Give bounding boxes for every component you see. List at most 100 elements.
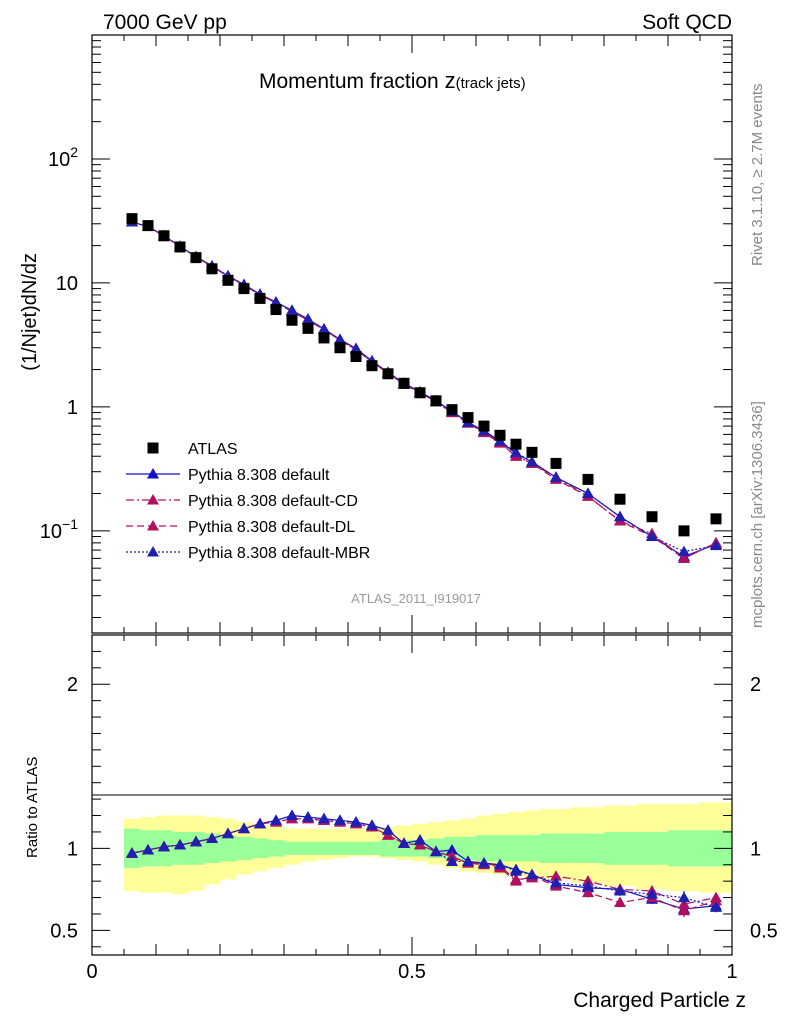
main-data-point <box>318 322 330 334</box>
legend-entry: Pythia 8.308 default-DL <box>126 519 355 536</box>
ratio-y-tick-label-right: 1 <box>750 838 761 860</box>
legend-label: Pythia 8.308 default-DL <box>188 519 355 536</box>
ratio-data-point <box>382 824 394 835</box>
main-data-point <box>526 455 538 467</box>
uncertainty-band-bin <box>476 835 493 862</box>
main-title-subscript: (track jets) <box>456 75 526 92</box>
main-y-axis-label: (1/Njet)dN/dz <box>19 253 41 371</box>
ratio-series-line <box>131 818 717 912</box>
ratio-data-point <box>478 857 490 868</box>
main-data-point <box>510 446 522 457</box>
ratio-data-point <box>174 839 186 850</box>
main-data-point <box>710 513 722 525</box>
legend-marker <box>147 546 159 557</box>
main-axis-ticks <box>91 34 733 633</box>
main-data-point <box>550 457 562 469</box>
ratio-data-point <box>446 855 458 866</box>
main-data-point <box>582 487 594 499</box>
main-data-point <box>254 292 266 304</box>
main-data-point <box>350 342 362 354</box>
main-y-tick-label-base: 1 <box>67 397 78 419</box>
ratio-data-point <box>582 880 594 891</box>
main-data-point <box>446 404 458 416</box>
ratio-data-point <box>550 870 562 881</box>
uncertainty-band-bin <box>220 835 237 862</box>
main-y-tick-label: 10 <box>56 273 78 295</box>
main-data-point <box>270 296 282 307</box>
ratio-panel-frame <box>91 634 733 956</box>
ratio-data-point <box>222 827 234 839</box>
main-y-tick-label-base: 10 <box>56 273 78 295</box>
ratio-data-point <box>614 896 626 907</box>
main-data-point <box>494 429 506 441</box>
rivet-version-label: Rivet 3.1.10, ≥ 2.7M events <box>749 84 766 267</box>
ratio-data-point <box>510 875 522 886</box>
ratio-y-tick-label-right: 2 <box>750 674 761 696</box>
uncertainty-band-bin <box>364 841 381 855</box>
legend-marker <box>147 468 159 479</box>
main-data-point <box>462 412 474 424</box>
main-y-tick-label-exponent: 2 <box>70 144 78 160</box>
x-tick-label: 0 <box>86 961 97 983</box>
ratio-data-point <box>710 894 722 906</box>
process-label: Soft QCD <box>642 11 732 34</box>
main-data-point <box>382 368 394 380</box>
main-title-variable: z <box>445 68 456 93</box>
main-data-point <box>678 545 690 557</box>
main-data-point <box>142 220 154 232</box>
legend-entry: Pythia 8.308 default <box>126 467 330 484</box>
uncertainty-band-bin <box>572 833 605 864</box>
main-series-0 <box>126 213 722 537</box>
main-title-text: Momentum fraction <box>259 70 439 93</box>
main-data-point <box>350 351 362 363</box>
uncertainty-band-bin <box>332 841 349 855</box>
ratio-y-tick-label-right: 0.5 <box>750 920 778 942</box>
x-tick-label: 0.5 <box>398 961 426 983</box>
ratio-data-point <box>286 809 298 821</box>
main-data-point <box>510 438 522 450</box>
ratio-data-point <box>158 840 170 852</box>
main-data-point <box>302 313 314 324</box>
ratio-data-point <box>190 835 202 847</box>
uncertainty-band-bin <box>524 835 541 862</box>
ratio-series-layer <box>126 809 722 918</box>
legend-marker <box>147 494 159 505</box>
ratio-data-point <box>254 817 266 829</box>
legend-marker <box>147 442 159 454</box>
main-data-point <box>398 377 410 389</box>
ratio-y-tick-label-left: 0.5 <box>50 920 78 942</box>
main-data-point <box>190 252 202 264</box>
energy-label: 7000 GeV pp <box>103 11 227 34</box>
ratio-data-point <box>302 811 314 822</box>
ratio-data-point <box>126 847 138 858</box>
main-series-layer <box>126 213 722 563</box>
analysis-id-label: ATLAS_2011_I919017 <box>351 591 481 606</box>
main-data-point <box>158 230 170 242</box>
ratio-data-point <box>710 901 722 912</box>
ratio-data-point <box>398 837 410 848</box>
uncertainty-band-bin <box>604 831 637 865</box>
ratio-axis-ticks <box>91 635 733 955</box>
mcplots-reference-label: mcplots.cern.ch [arXiv:1306.3436] <box>749 401 766 628</box>
main-data-point <box>126 213 138 225</box>
ratio-data-point <box>142 843 154 855</box>
main-series-line <box>131 221 717 560</box>
main-y-tick-label-exponent: −1 <box>62 516 78 532</box>
main-data-point <box>366 360 378 372</box>
uncertainty-band-bin <box>492 835 509 862</box>
main-data-point <box>270 304 282 316</box>
legend-entry: ATLAS <box>147 441 238 458</box>
main-data-point <box>614 510 626 522</box>
main-data-point <box>286 314 298 326</box>
main-data-point <box>222 274 234 286</box>
main-data-point <box>646 511 658 523</box>
uncertainty-band-bin <box>236 836 253 860</box>
main-y-tick-label: 10−1 <box>40 516 78 543</box>
legend: ATLAS Pythia 8.308 default Pythia 8.308 de… <box>126 441 370 562</box>
ratio-y-axis-label: Ratio to ATLAS <box>24 757 41 858</box>
legend-entry: Pythia 8.308 default-MBR <box>126 545 370 562</box>
uncertainty-band-bin <box>540 833 573 864</box>
legend-label: ATLAS <box>188 441 238 458</box>
